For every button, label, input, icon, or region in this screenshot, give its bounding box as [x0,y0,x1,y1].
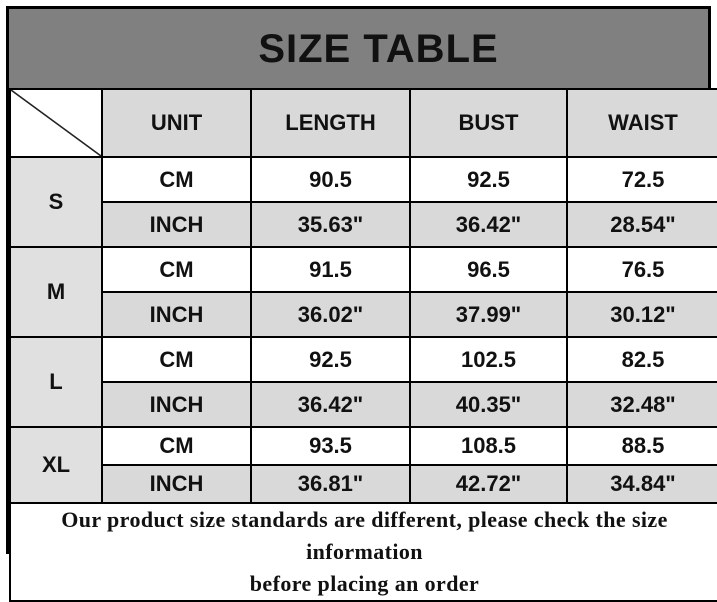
column-header-bust: BUST [409,88,568,158]
cell-m-inch-unit: INCH [101,291,252,338]
cell-m-inch-waist: 30.12" [566,291,717,338]
note-line-2: before placing an order [249,570,480,596]
table-row: L CM 92.5 102.5 82.5 [9,336,717,428]
table-header-row: UNIT LENGTH BUST WAIST [9,88,717,158]
cell-m-cm-length: 91.5 [250,246,411,293]
column-header-unit: UNIT [101,88,252,158]
cell-xl-inch-waist: 34.84" [566,464,717,504]
size-grid-container: UNIT LENGTH BUST WAIST S CM 90.5 92.5 72… [9,88,717,602]
cell-l-inch-waist: 32.48" [566,381,717,428]
cell-s-inch-bust: 36.42" [409,201,568,248]
size-label-l: L [9,336,103,428]
cell-s-inch-length: 35.63" [250,201,411,248]
corner-cell [9,88,103,158]
cell-m-inch-length: 36.02" [250,291,411,338]
cell-m-cm-unit: CM [101,246,252,293]
cell-m-cm-bust: 96.5 [409,246,568,293]
cell-xl-inch-length: 36.81" [250,464,411,504]
size-note: Our product size standards are different… [9,502,717,602]
table-row: XL CM 93.5 108.5 88.5 [9,426,717,504]
table-row: S CM 90.5 92.5 72.5 [9,156,717,248]
page-title: SIZE TABLE [258,26,499,71]
size-table-frame: SIZE TABLE [6,6,717,602]
cell-s-cm-waist: 72.5 [566,156,717,203]
cell-s-cm-unit: CM [101,156,252,203]
cell-l-cm-waist: 82.5 [566,336,717,383]
cell-l-inch-length: 36.42" [250,381,411,428]
table-row: M CM 91.5 96.5 76.5 [9,246,717,338]
diagonal-divider-icon [11,90,101,156]
cell-l-inch-unit: INCH [101,381,252,428]
cell-xl-cm-waist: 88.5 [566,426,717,466]
cell-xl-cm-unit: CM [101,426,252,466]
cell-s-cm-length: 90.5 [250,156,411,203]
cell-xl-inch-unit: INCH [101,464,252,504]
table-row: INCH 35.63" 36.42" 28.54" [10,201,717,248]
table-row: INCH 36.02" 37.99" 30.12" [10,291,717,338]
cell-s-inch-waist: 28.54" [566,201,717,248]
cell-l-inch-bust: 40.35" [409,381,568,428]
cell-s-inch-unit: INCH [101,201,252,248]
cell-m-cm-waist: 76.5 [566,246,717,293]
size-table: UNIT LENGTH BUST WAIST S CM 90.5 92.5 72… [9,88,717,602]
table-row: INCH 36.42" 40.35" 32.48" [10,381,717,428]
size-label-xl: XL [9,426,103,504]
column-header-waist: WAIST [566,88,717,158]
size-table-page: SIZE TABLE [6,6,717,602]
cell-l-cm-length: 92.5 [250,336,411,383]
column-header-length: LENGTH [250,88,411,158]
title-banner: SIZE TABLE [9,9,708,88]
cell-xl-inch-bust: 42.72" [409,464,568,504]
size-label-s: S [9,156,103,248]
cell-m-inch-bust: 37.99" [409,291,568,338]
cell-l-cm-unit: CM [101,336,252,383]
cell-xl-cm-length: 93.5 [250,426,411,466]
size-label-m: M [9,246,103,338]
cell-l-cm-bust: 102.5 [409,336,568,383]
cell-s-cm-bust: 92.5 [409,156,568,203]
note-row: Our product size standards are different… [9,502,717,602]
note-line-1: Our product size standards are different… [61,507,668,564]
cell-xl-cm-bust: 108.5 [409,426,568,466]
table-row: INCH 36.81" 42.72" 34.84" [10,464,717,504]
